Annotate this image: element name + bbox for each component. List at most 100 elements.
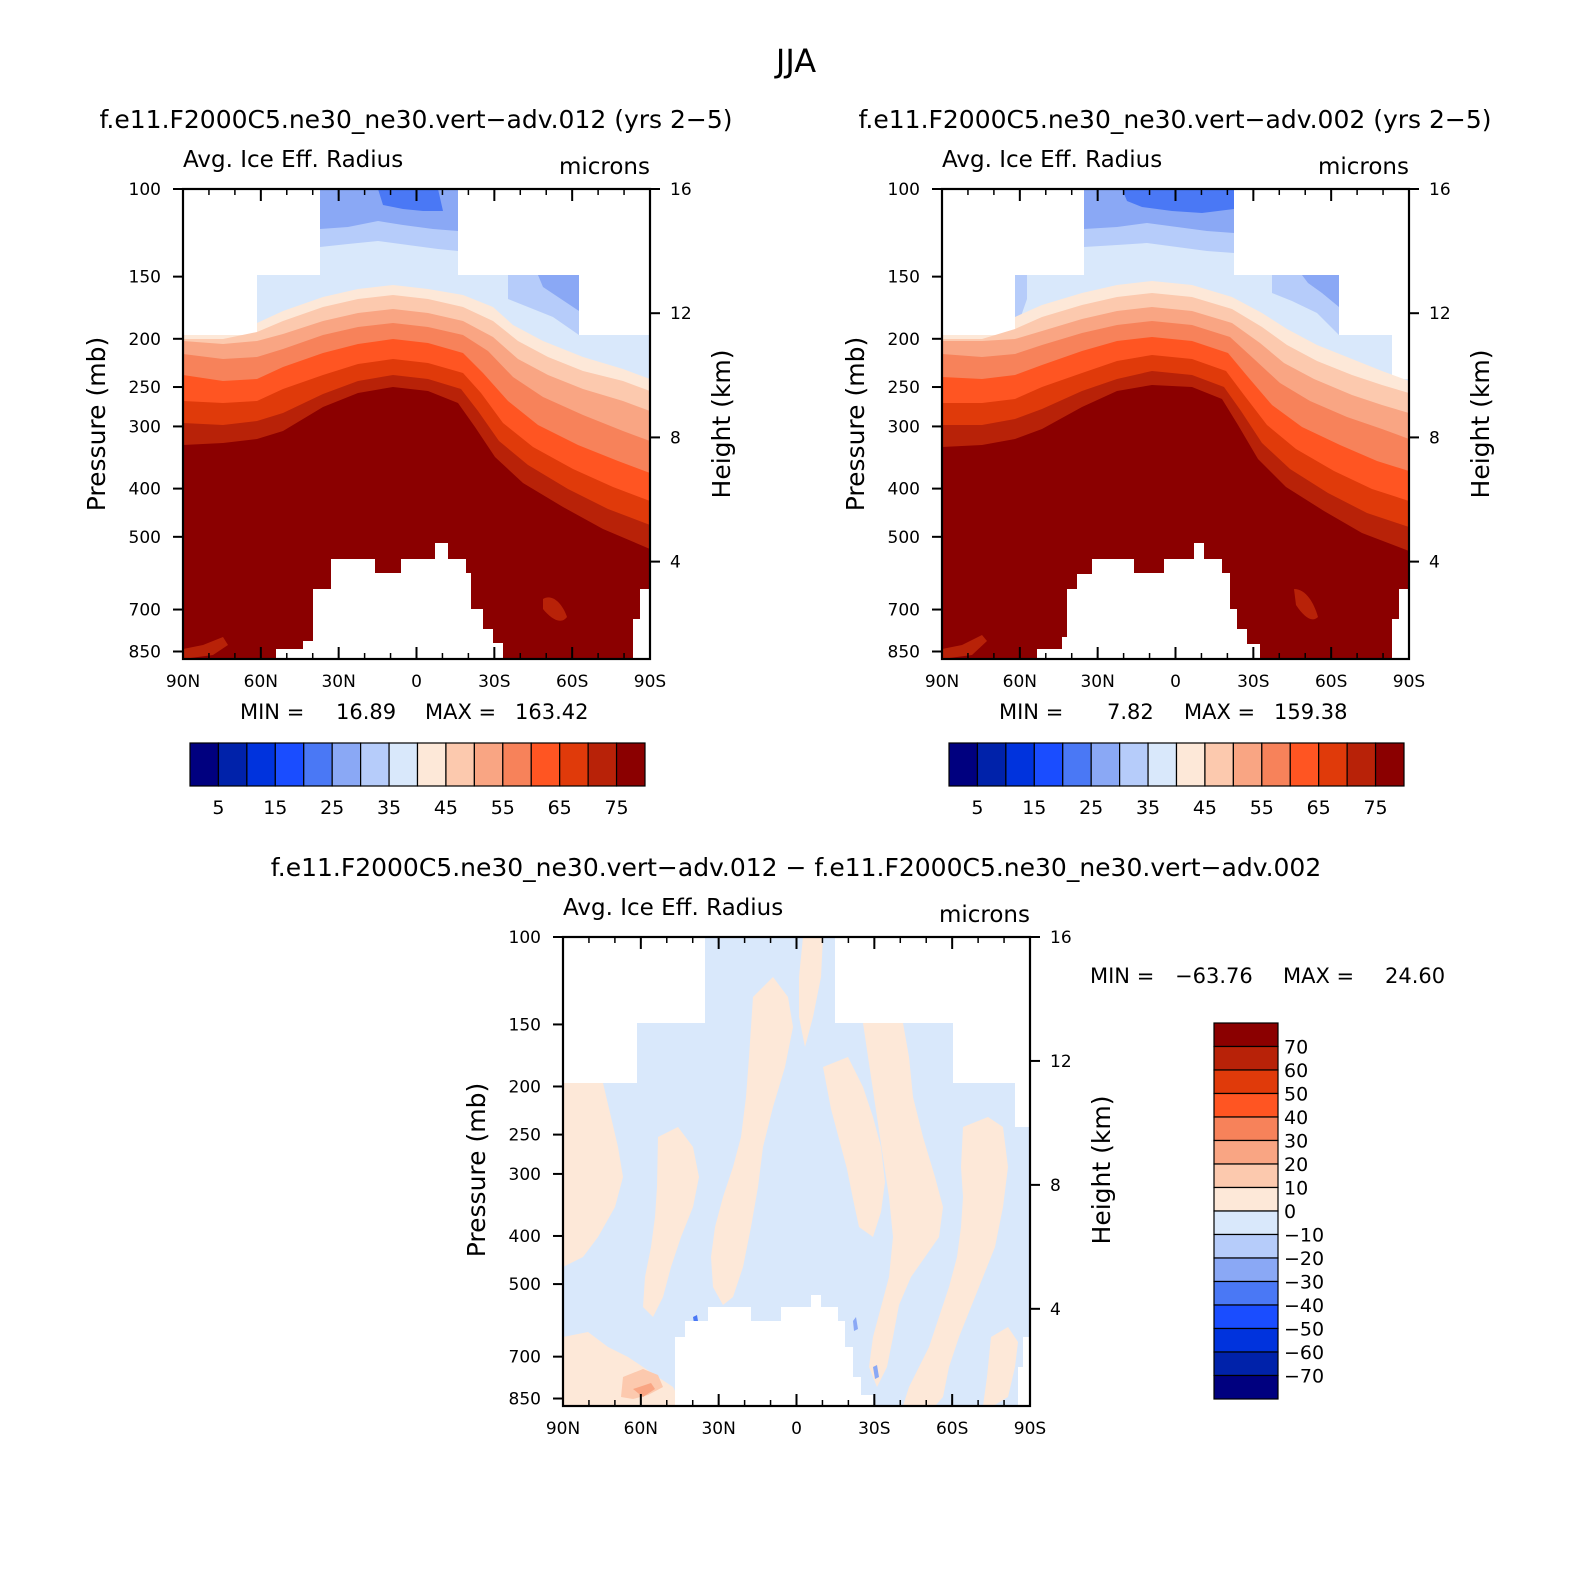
plot-area	[942, 189, 1409, 659]
colorbar-label: 70	[1284, 1037, 1308, 1059]
colorbar-box	[1213, 1327, 1279, 1353]
y-ticks: 100 150 200 250 300 400 500 700 850	[888, 180, 942, 663]
contour-band-5	[378, 189, 443, 211]
colorbar-box	[189, 742, 220, 787]
y-tick-label: 100	[509, 928, 541, 948]
axes: 90N 60N 30N 0 30S 60S 90S 100 150 200 250 300 400 50…	[82, 180, 736, 692]
panel-subtitle-right: microns	[939, 902, 1030, 928]
max-value: 159.38	[1274, 700, 1347, 724]
min-label: MIN =	[1090, 964, 1154, 988]
colorbar-box	[1005, 742, 1035, 787]
colorbar: 5 15 25 35 45 55 65 75	[189, 742, 646, 819]
topography-mask	[675, 1295, 873, 1406]
colorbar-box	[1213, 1045, 1279, 1071]
x-ticks: 90N 60N 30N 0 30S 60S 90S	[546, 937, 1046, 1439]
colorbar-label: 65	[1307, 797, 1331, 819]
y2-ticks: 16 12 8 4	[1030, 928, 1072, 1320]
x-tick-label: 30N	[1080, 672, 1114, 692]
colorbar-box	[1175, 742, 1206, 787]
y2-tick-label: 16	[670, 180, 692, 200]
colorbar-label: 75	[604, 797, 628, 819]
colorbar-box	[1147, 742, 1178, 787]
colorbar-box	[1346, 742, 1377, 787]
y-tick-label: 500	[888, 528, 920, 548]
y-ticks: 100 150 200 250 300 400 500 700 850	[129, 180, 183, 663]
y-tick-label: 250	[888, 378, 920, 398]
min-max: MIN = 7.82 MAX = 159.38	[999, 700, 1347, 724]
min-max: MIN = −63.76 MAX = 24.60	[1090, 964, 1445, 988]
colorbar-box	[1232, 742, 1263, 787]
colorbar-label: 40	[1284, 1107, 1308, 1129]
colorbar-box	[976, 742, 1007, 787]
panel-002: f.e11.F2000C5.ne30_ne30.vert−adv.002 (yr…	[841, 105, 1495, 819]
y-tick-label: 250	[129, 378, 161, 398]
panel-title: f.e11.F2000C5.ne30_ne30.vert−adv.012 (yr…	[99, 105, 732, 134]
contour-band-5c	[1302, 275, 1339, 307]
colorbar-box	[1213, 1092, 1279, 1118]
x-tick-label: 60S	[936, 1419, 968, 1439]
max-label: MAX =	[425, 700, 496, 724]
colorbar-box	[217, 742, 248, 787]
panel-subtitle-right: microns	[559, 154, 650, 180]
colorbar-label: 45	[1193, 797, 1217, 819]
panel-title: f.e11.F2000C5.ne30_ne30.vert−adv.012 − f…	[271, 853, 1321, 882]
y-tick-label: 300	[888, 417, 920, 437]
y-tick-label: 400	[509, 1227, 541, 1247]
x-tick-label: 30S	[1237, 672, 1269, 692]
x-tick-label: 90N	[546, 1419, 580, 1439]
y-tick-label: 250	[509, 1126, 541, 1146]
colorbar-box	[1033, 742, 1064, 787]
colorbar-label: 55	[1250, 797, 1274, 819]
contour-band-16	[183, 387, 650, 659]
colorbar-label: 5	[212, 797, 224, 819]
colorbar-label: 55	[491, 797, 515, 819]
diff-band-minus10-dot2	[853, 1317, 858, 1331]
diff-band-0-10-d	[799, 937, 823, 1047]
y-tick-label: 850	[129, 643, 161, 663]
colorbar-box	[1213, 1374, 1279, 1400]
colorbar-box	[445, 742, 475, 787]
min-value: 16.89	[336, 700, 396, 724]
y2-tick-label: 16	[1429, 180, 1451, 200]
contour-band-16	[942, 385, 1409, 659]
colorbar-label: 20	[1284, 1154, 1308, 1176]
plot-area	[563, 937, 1030, 1406]
topography-mask-s	[1392, 589, 1409, 659]
colorbar-box	[559, 742, 589, 787]
diff-band-20-30	[633, 1383, 655, 1397]
x-tick-label: 90N	[925, 672, 959, 692]
y-tick-label: 700	[509, 1348, 541, 1368]
x-tick-label: 30S	[858, 1419, 890, 1439]
diff-band-0-10-f	[863, 1023, 943, 1387]
contour-band-15s	[543, 597, 567, 621]
x-tick-label: 0	[411, 672, 422, 692]
diff-band-0-10-h	[643, 1127, 699, 1317]
colorbar-label: 65	[548, 797, 572, 819]
y2-tick-label: 8	[670, 428, 681, 448]
y2-axis-label: Height (km)	[707, 350, 736, 499]
min-value: −63.76	[1175, 964, 1253, 988]
y-ticks: 100 150 200 250 300 400 500 700 850	[509, 928, 563, 1410]
y-tick-label: 400	[888, 480, 920, 500]
x-tick-label: 60N	[624, 1419, 658, 1439]
colorbar-box	[1318, 742, 1348, 787]
colorbar-label: −50	[1284, 1319, 1324, 1341]
x-tick-label: 30N	[321, 672, 355, 692]
colorbar-box	[530, 742, 561, 787]
y-tick-label: 150	[129, 268, 161, 288]
x-tick-label: 60S	[1315, 672, 1347, 692]
colorbar-box	[1261, 742, 1291, 787]
colorbar-label: 45	[434, 797, 458, 819]
colorbar-box	[360, 742, 390, 787]
x-tick-label: 30S	[478, 672, 510, 692]
panel-subtitle-left: Avg. Ice Eff. Radius	[183, 147, 403, 173]
x-tick-label: 90S	[634, 672, 666, 692]
y-tick-label: 100	[129, 180, 161, 200]
x-tick-label: 60N	[244, 672, 278, 692]
colorbar-box	[1213, 1139, 1279, 1165]
diff-band-0-10-e	[823, 1057, 885, 1237]
x-tick-label: 90S	[1014, 1419, 1046, 1439]
plot-area	[183, 189, 650, 659]
